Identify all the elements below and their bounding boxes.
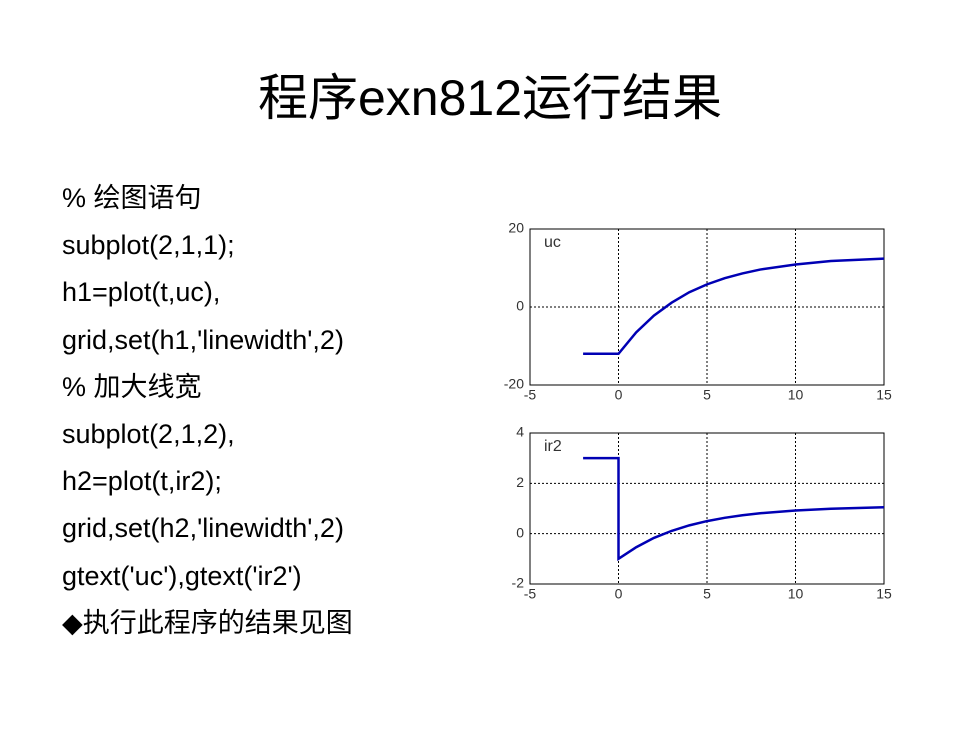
code-line: h1=plot(t,uc), — [62, 277, 221, 308]
annotation: uc — [544, 234, 561, 251]
code-block: % 绘图语句 subplot(2,1,1); h1=plot(t,uc), grid,… — [62, 175, 353, 647]
code-line: subplot(2,1,1); — [62, 230, 235, 261]
y-tick-label: 4 — [516, 424, 524, 440]
x-tick-label: 0 — [615, 586, 623, 602]
y-tick-label: 0 — [516, 298, 524, 314]
x-tick-label: 10 — [788, 387, 804, 403]
y-tick-label: 20 — [508, 220, 524, 236]
x-tick-label: -5 — [524, 387, 537, 403]
code-line: % 绘图语句 — [62, 183, 202, 213]
annotation: ir2 — [544, 438, 562, 455]
y-tick-label: 2 — [516, 474, 524, 490]
x-tick-label: 5 — [703, 387, 711, 403]
y-tick-label: 0 — [516, 524, 524, 540]
slide-title: 程序exn812运行结果 — [257, 70, 723, 126]
code-line: % 加大线宽 — [62, 371, 202, 402]
code-line: grid,set(h2,'linewidth',2) — [62, 513, 344, 544]
data-line — [583, 456, 885, 562]
code-line: ◆执行此程序的结果见图 — [62, 607, 353, 638]
y-tick-label: -2 — [512, 575, 525, 591]
code-line: h2=plot(t,ir2); — [62, 466, 222, 497]
code-line: grid,set(h1,'linewidth',2) — [62, 324, 344, 355]
x-tick-label: 15 — [876, 586, 892, 602]
x-tick-label: 5 — [703, 586, 711, 602]
y-tick-label: -20 — [504, 376, 524, 392]
x-tick-label: -5 — [524, 586, 537, 602]
code-line: gtext('uc'),gtext('ir2') — [62, 560, 302, 591]
x-tick-label: 0 — [615, 387, 623, 403]
code-line: subplot(2,1,2), — [62, 419, 235, 450]
data-line — [583, 257, 885, 356]
x-tick-label: 10 — [788, 586, 804, 602]
x-tick-label: 15 — [876, 387, 892, 403]
